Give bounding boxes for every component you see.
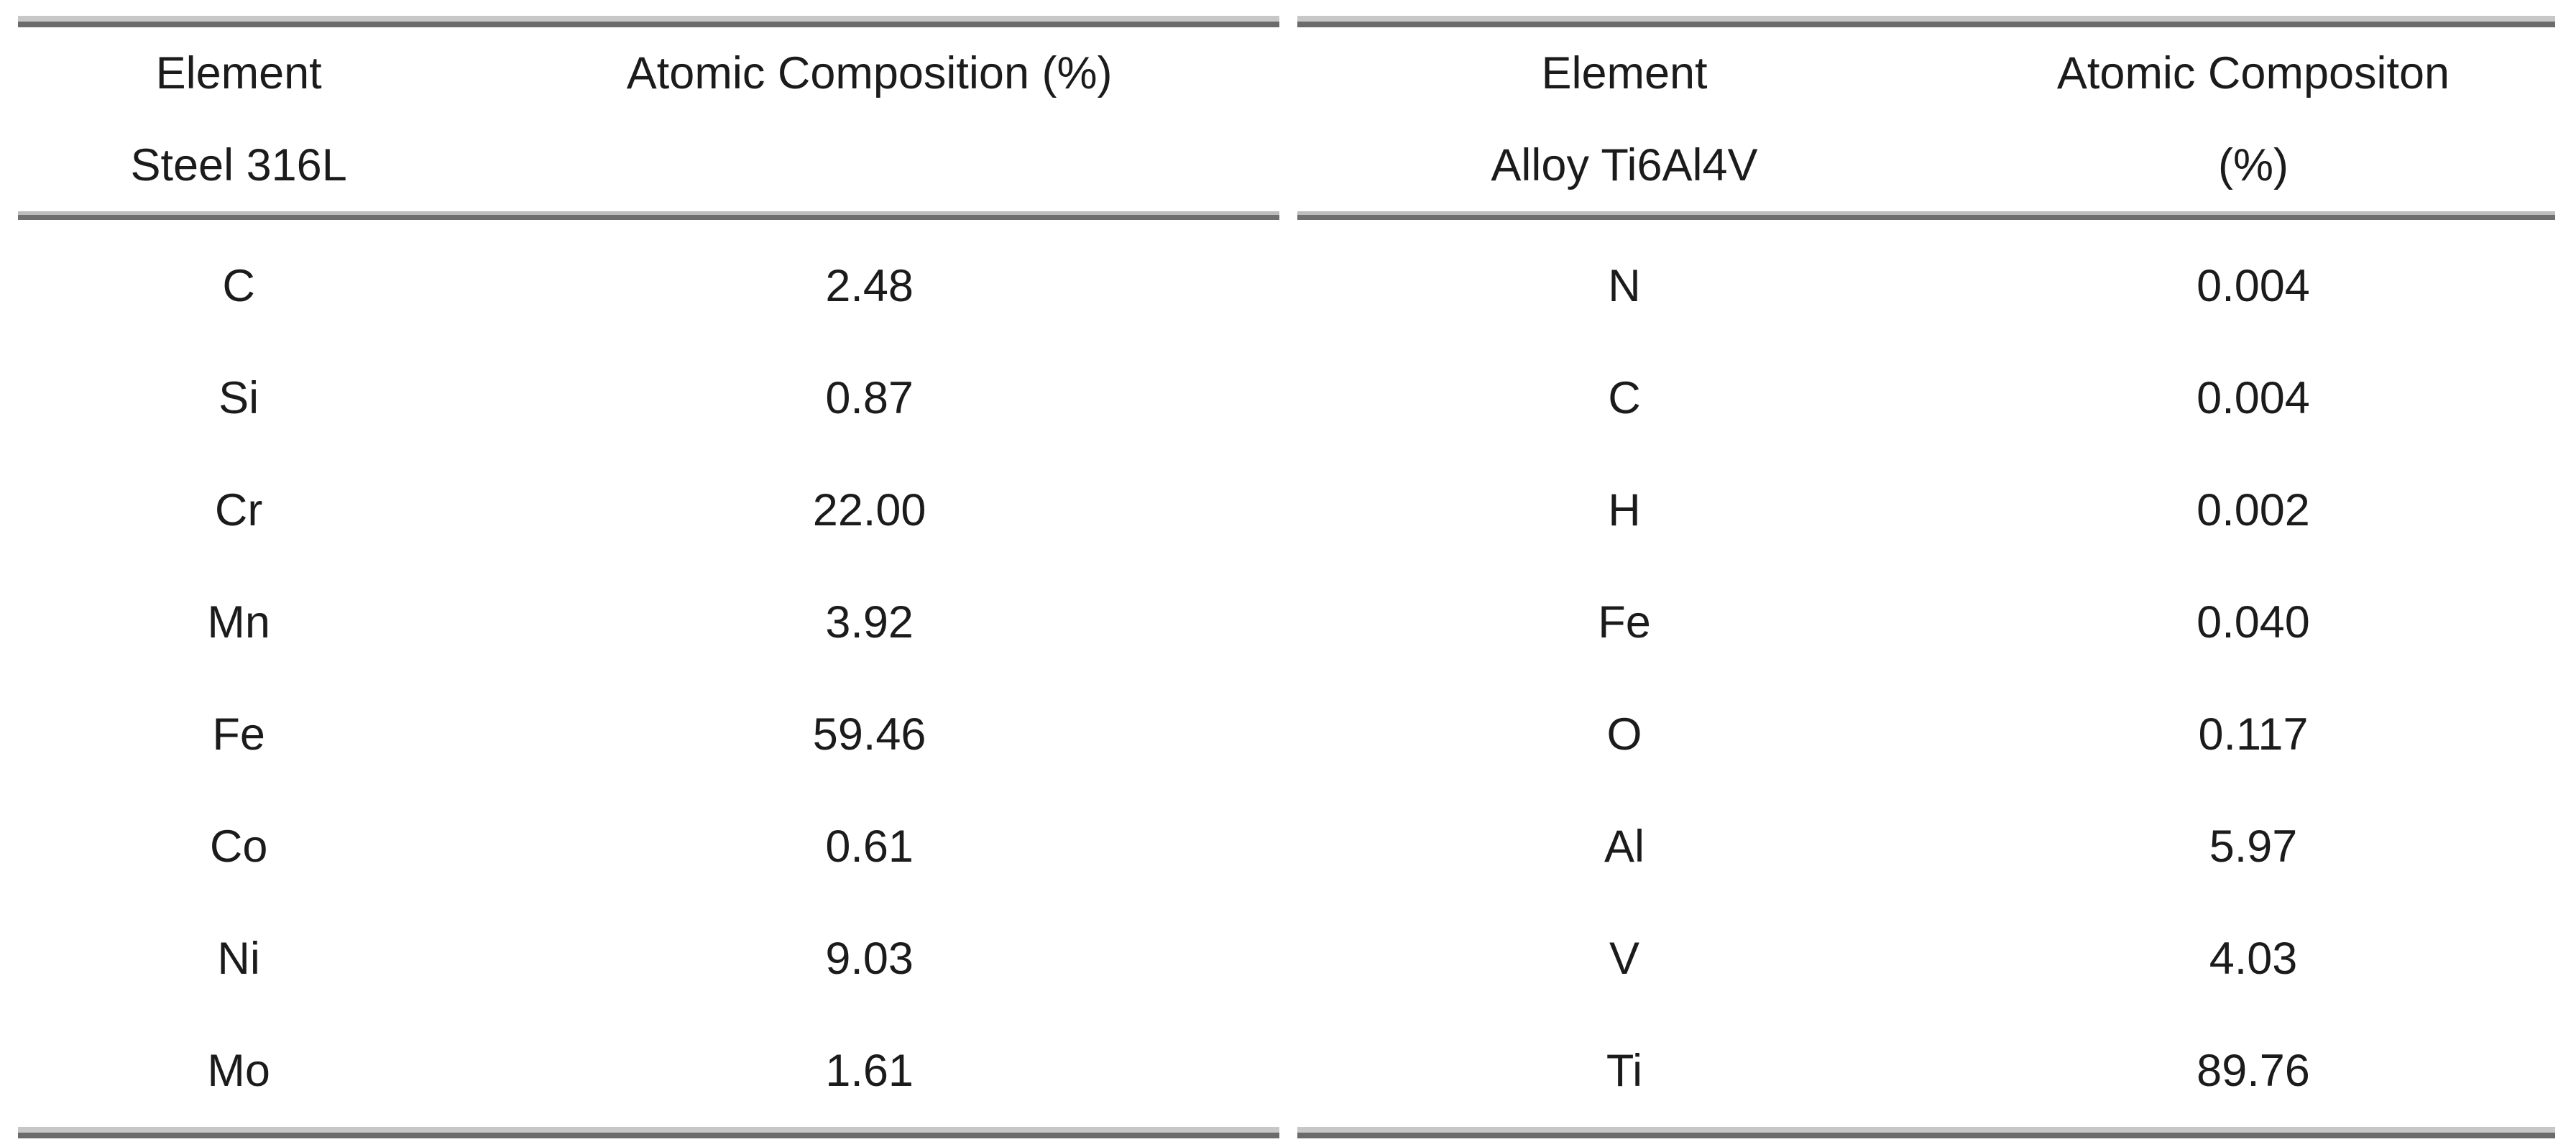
element-cell: O <box>1606 709 1642 760</box>
table-row: N 0.004 <box>1297 230 2555 342</box>
value-cell: 0.87 <box>825 372 914 423</box>
header-cell-element: Element <box>155 47 322 98</box>
element-cell: H <box>1608 484 1641 535</box>
element-cell: V <box>1609 933 1640 984</box>
table-body: N 0.004 C 0.004 H 0.002 Fe 0.040 <box>1297 220 2555 1127</box>
table-header: Element Atomic Compositon Alloy Ti6Al4V … <box>1297 27 2555 211</box>
table-top-rule <box>18 16 1279 27</box>
element-cell: C <box>222 260 255 311</box>
header-cell-material: Steel 316L <box>130 139 347 190</box>
element-cell: N <box>1608 260 1641 311</box>
table-row: V 4.03 <box>1297 903 2555 1015</box>
table-bottom-rule <box>1297 1127 2555 1138</box>
header-separator-rule <box>1297 211 2555 220</box>
value-cell: 3.92 <box>825 596 914 648</box>
element-cell: Ti <box>1606 1045 1643 1096</box>
table-body: C 2.48 Si 0.87 Cr 22.00 Mn 3.92 <box>18 220 1279 1127</box>
header-row-2: Alloy Ti6Al4V (%) <box>1297 119 2555 211</box>
table-header: Element Atomic Composition (%) Steel 316… <box>18 27 1279 211</box>
value-cell: 0.117 <box>2198 709 2309 760</box>
table-row: Fe 59.46 <box>18 678 1279 791</box>
header-cell-composition-line2: (%) <box>2218 139 2288 190</box>
header-row-2: Steel 316L <box>18 119 1279 211</box>
table-top-rule <box>1297 16 2555 27</box>
element-cell: C <box>1608 372 1641 423</box>
table-bottom-rule <box>18 1127 1279 1138</box>
value-cell: 0.004 <box>2196 372 2310 423</box>
value-cell: 1.61 <box>825 1045 914 1096</box>
table-row: C 0.004 <box>1297 342 2555 454</box>
value-cell: 9.03 <box>825 933 914 984</box>
table-row: H 0.002 <box>1297 454 2555 566</box>
value-cell: 2.48 <box>825 260 914 311</box>
value-cell: 4.03 <box>2209 933 2298 984</box>
element-cell: Cr <box>214 484 263 535</box>
value-cell: 5.97 <box>2209 821 2298 872</box>
table-row: Ti 89.76 <box>1297 1015 2555 1127</box>
element-cell: Fe <box>212 709 265 760</box>
element-cell: Co <box>209 821 268 872</box>
value-cell: 0.002 <box>2196 484 2310 535</box>
table-row: Al 5.97 <box>1297 791 2555 903</box>
header-cell-composition: Atomic Composition (%) <box>626 47 1113 98</box>
table-row: Co 0.61 <box>18 791 1279 903</box>
value-cell: 0.040 <box>2196 596 2310 648</box>
table-row: Cr 22.00 <box>18 454 1279 566</box>
value-cell: 89.76 <box>2196 1045 2310 1096</box>
value-cell: 0.61 <box>825 821 914 872</box>
table-row: Fe 0.040 <box>1297 566 2555 678</box>
header-cell-material: Alloy Ti6Al4V <box>1491 139 1758 190</box>
value-cell: 22.00 <box>812 484 926 535</box>
header-cell-composition: Atomic Compositon <box>2056 47 2450 98</box>
value-cell: 0.004 <box>2196 260 2310 311</box>
element-cell: Al <box>1604 821 1645 872</box>
header-cell-element: Element <box>1541 47 1708 98</box>
header-separator-rule <box>18 211 1279 220</box>
header-row-1: Element Atomic Composition (%) <box>18 27 1279 119</box>
composition-table-alloy-ti6al4v: Element Atomic Compositon Alloy Ti6Al4V … <box>1297 16 2555 1138</box>
table-row: O 0.117 <box>1297 678 2555 791</box>
element-cell: Mn <box>207 596 270 648</box>
element-cell: Si <box>218 372 259 423</box>
value-cell: 59.46 <box>812 709 926 760</box>
table-row: Si 0.87 <box>18 342 1279 454</box>
element-cell: Mo <box>207 1045 270 1096</box>
table-row: Ni 9.03 <box>18 903 1279 1015</box>
element-cell: Fe <box>1598 596 1651 648</box>
table-row: Mo 1.61 <box>18 1015 1279 1127</box>
element-cell: Ni <box>217 933 260 984</box>
table-row: C 2.48 <box>18 230 1279 342</box>
table-row: Mn 3.92 <box>18 566 1279 678</box>
composition-table-steel-316l: Element Atomic Composition (%) Steel 316… <box>18 16 1279 1138</box>
header-row-1: Element Atomic Compositon <box>1297 27 2555 119</box>
